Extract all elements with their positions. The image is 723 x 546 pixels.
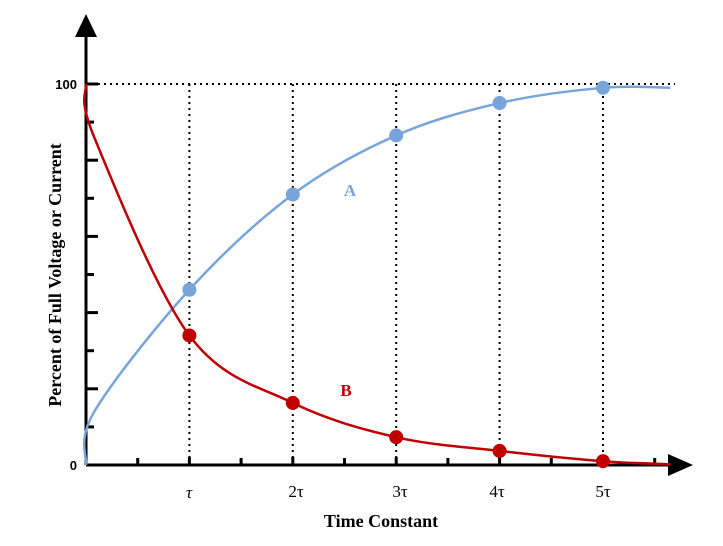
series-B-point-2 bbox=[285, 395, 300, 410]
series-B-point-4 bbox=[492, 443, 507, 458]
y-tick-label-0: 0 bbox=[70, 458, 77, 473]
series-layer bbox=[82, 80, 671, 469]
x-tick-label-4: 4τ bbox=[489, 482, 505, 501]
series-B-line bbox=[82, 83, 671, 466]
series-A-line bbox=[82, 85, 671, 466]
series-a-label: A bbox=[344, 181, 357, 200]
series-A-point-3 bbox=[389, 128, 404, 143]
series-B-point-5 bbox=[596, 454, 610, 469]
series-b-label: B bbox=[340, 381, 351, 400]
y-tick-label-100: 100 bbox=[55, 77, 77, 92]
series-A-point-5 bbox=[596, 80, 610, 95]
series-A-point-2 bbox=[285, 187, 300, 202]
x-tick-label-5: 5τ bbox=[595, 482, 611, 501]
y-axis-label: Percent of Full Voltage or Current bbox=[45, 143, 65, 406]
x-axis-arrow bbox=[668, 454, 693, 476]
series-A-point-1 bbox=[182, 282, 197, 297]
x-tick-label-3: 3τ bbox=[392, 482, 408, 501]
series-A-point-4 bbox=[492, 96, 507, 111]
y-axis-arrow bbox=[75, 14, 97, 37]
grid-lines bbox=[86, 83, 675, 465]
series-B-point-1 bbox=[182, 328, 197, 343]
x-axis-label: Time Constant bbox=[324, 511, 438, 531]
x-tick-label-2: 2τ bbox=[288, 482, 304, 501]
series-B-point-3 bbox=[389, 430, 404, 445]
x-tick-label-1: τ bbox=[186, 483, 193, 502]
